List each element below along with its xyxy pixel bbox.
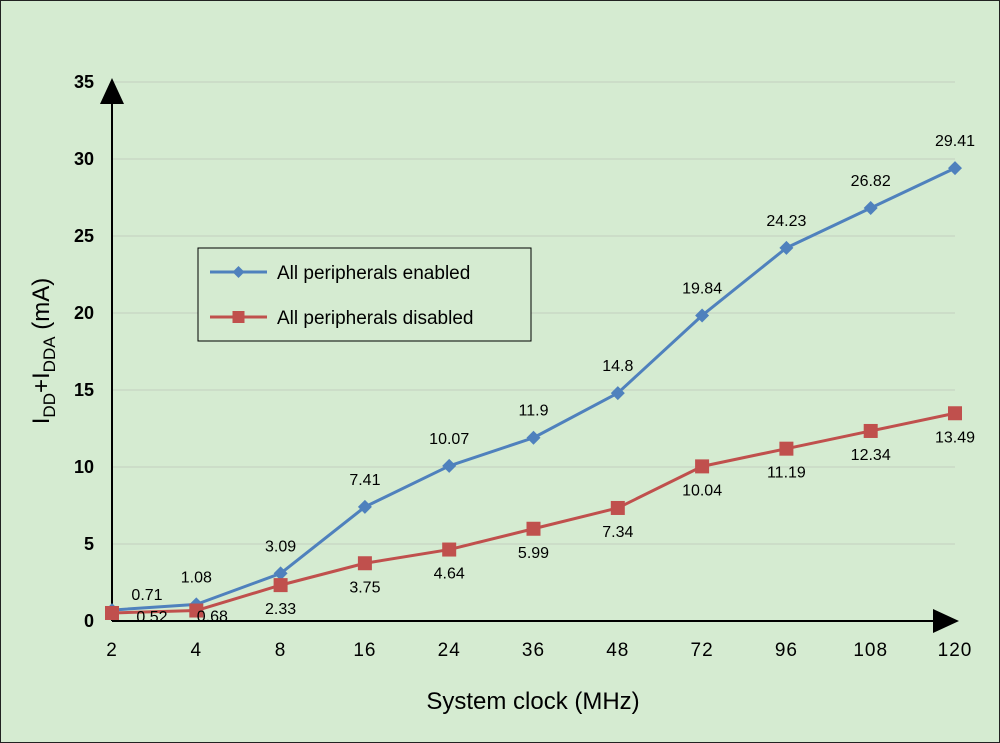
legend-label-enabled: All peripherals enabled (277, 263, 470, 284)
data-label-enabled: 0.71 (131, 587, 162, 604)
x-tick-label: 120 (938, 640, 973, 661)
marker-enabled (442, 458, 457, 473)
y-tick-label: 15 (74, 380, 94, 400)
marker-enabled (610, 386, 625, 401)
y-tick-label: 5 (84, 534, 94, 554)
data-label-disabled: 0.52 (136, 609, 167, 626)
data-label-disabled: 10.04 (682, 482, 722, 499)
marker-disabled (105, 605, 119, 620)
data-label-enabled: 24.23 (766, 213, 806, 230)
x-tick-label: 108 (853, 640, 888, 661)
data-label-disabled: 2.33 (265, 601, 296, 618)
x-tick-labels: 2 4 8 16 24 36 48 72 96 108 120 (106, 640, 973, 661)
data-label-disabled: 12.34 (851, 447, 891, 464)
marker-disabled (695, 459, 710, 474)
legend-label-disabled: All peripherals disabled (277, 308, 473, 329)
legend-marker-enabled (232, 266, 245, 278)
x-tick-label: 8 (275, 640, 287, 661)
y-tick-label: 20 (74, 303, 94, 323)
y-tick-label: 0 (84, 611, 94, 631)
x-tick-label: 24 (438, 640, 461, 661)
x-tick-label: 16 (353, 640, 376, 661)
data-label-enabled: 7.41 (349, 472, 380, 489)
data-label-enabled: 26.82 (851, 173, 891, 190)
y-tick-label: 35 (74, 72, 94, 92)
y-tick-label: 25 (74, 226, 94, 246)
marker-enabled (948, 161, 962, 176)
marker-enabled (779, 240, 794, 255)
marker-enabled (273, 566, 288, 581)
x-tick-label: 96 (775, 640, 798, 661)
marker-enabled (695, 308, 710, 323)
legend-marker-disabled (232, 311, 245, 323)
marker-disabled (526, 521, 541, 536)
data-label-disabled: 0.68 (197, 609, 228, 626)
y-tick-label: 10 (74, 457, 94, 477)
data-label-enabled: 19.84 (682, 280, 722, 297)
marker-enabled (863, 200, 878, 215)
marker-enabled (357, 499, 372, 514)
marker-disabled (948, 406, 962, 421)
data-label-disabled: 5.99 (518, 545, 549, 562)
y-axis-arrow (100, 78, 124, 104)
x-axis-arrow (933, 609, 959, 633)
x-tick-label: 48 (606, 640, 629, 661)
data-label-enabled: 1.08 (181, 569, 212, 586)
data-label-disabled: 3.75 (349, 579, 380, 596)
marker-disabled (357, 556, 372, 571)
data-label-disabled: 4.64 (434, 566, 465, 583)
series-layer (105, 161, 962, 620)
data-label-enabled: 29.41 (935, 133, 975, 150)
marker-disabled (779, 441, 794, 456)
data-label-enabled: 3.09 (265, 538, 296, 555)
x-axis-title: System clock (MHz) (426, 688, 639, 715)
legend-box (197, 247, 532, 342)
y-tick-label: 30 (74, 149, 94, 169)
data-label-disabled: 13.49 (935, 429, 975, 446)
axes (100, 78, 959, 633)
marker-disabled (442, 542, 457, 557)
x-tick-label: 2 (106, 640, 118, 661)
data-label-enabled: 11.9 (519, 403, 549, 420)
data-label-disabled: 7.34 (602, 524, 633, 541)
legend: All peripherals enabled All peripherals … (197, 247, 532, 342)
marker-disabled (863, 423, 878, 438)
marker-disabled (273, 578, 288, 593)
x-tick-label: 4 (191, 640, 203, 661)
data-labels: 0.71 1.08 3.09 7.41 10.07 11.9 14.8 19.84 24.23 2… (131, 133, 975, 626)
x-tick-label: 72 (691, 640, 714, 661)
marker-disabled (189, 603, 204, 618)
data-label-enabled: 14.8 (602, 358, 633, 375)
x-tick-label: 36 (522, 640, 545, 661)
y-tick-labels: 0 5 10 15 20 25 30 35 (74, 72, 94, 631)
data-label-enabled: 10.07 (429, 431, 469, 448)
marker-disabled (610, 500, 625, 515)
marker-enabled (526, 430, 541, 445)
y-axis-title: IDD+IDDA (mA) (28, 278, 59, 424)
data-label-disabled: 11.19 (767, 465, 806, 482)
